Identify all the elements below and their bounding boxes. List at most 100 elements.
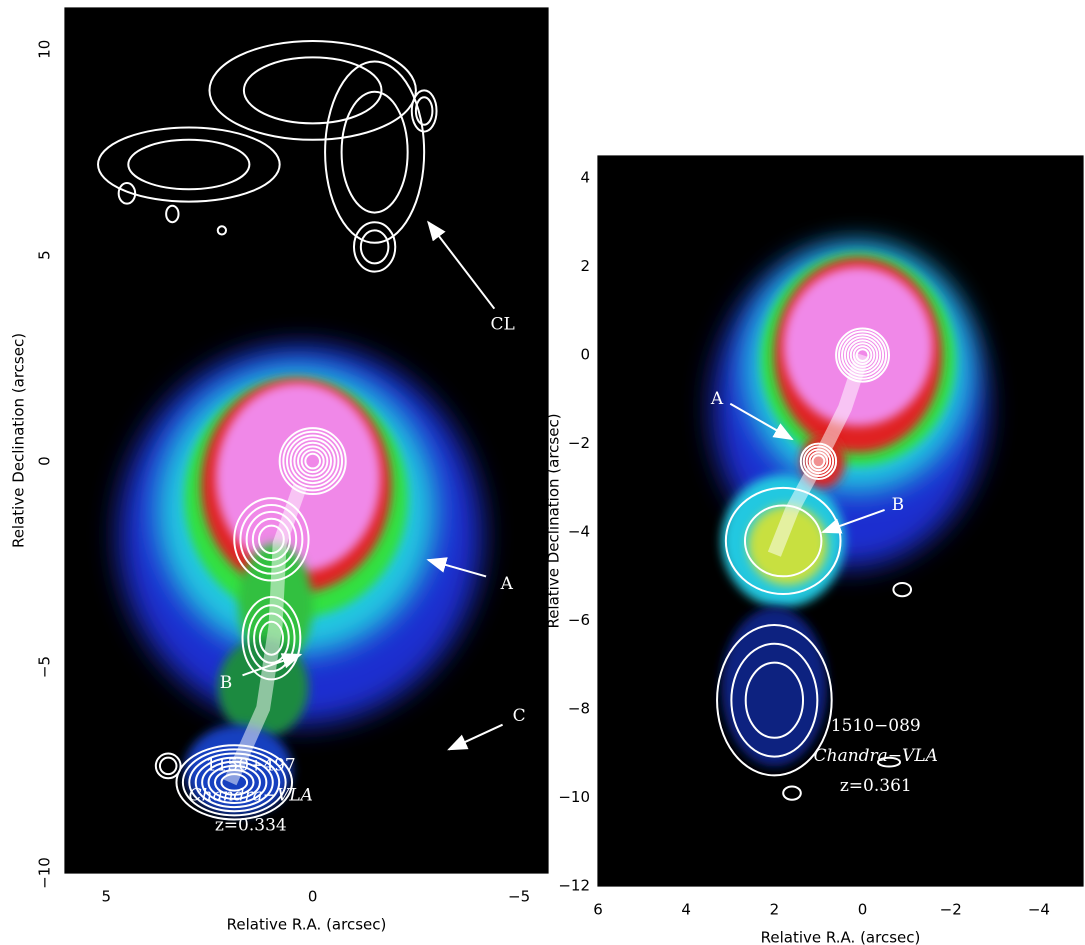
radio-contour (835, 327, 891, 383)
radio-contour (724, 486, 842, 596)
annotation: A (500, 574, 514, 594)
x-tick-label: 0 (308, 888, 318, 906)
radio-contour (258, 620, 284, 656)
radio-contour (208, 39, 417, 141)
radio-contour (194, 756, 274, 809)
y-axis-label: Relative Declination (arcsec) (545, 413, 563, 628)
radio-contour (233, 497, 310, 582)
radio-contour (808, 451, 829, 472)
y-tick-label: −6 (568, 611, 590, 629)
radio-contour (852, 345, 873, 365)
radio-contour (840, 333, 885, 377)
radio-contour (300, 449, 325, 474)
x-tick-label: 6 (593, 901, 603, 919)
x-tick-label: −4 (1028, 901, 1050, 919)
radio-contour (201, 760, 268, 804)
jet-contour (767, 352, 870, 557)
radio-contour (213, 769, 255, 796)
jet-contour (223, 483, 307, 786)
radio-contour (799, 442, 838, 480)
radio-contour (97, 126, 281, 203)
radio-contour (802, 445, 835, 478)
radio-contour (359, 229, 390, 265)
arrow (426, 557, 487, 578)
radio-contour (165, 204, 180, 224)
radio-contour (158, 756, 178, 776)
y-tick-label: 10 (36, 40, 54, 59)
radio-contour (175, 744, 294, 821)
radio-contour (811, 454, 826, 469)
radio-contour (242, 56, 383, 125)
y-tick-label: −5 (36, 656, 54, 678)
plot-frame (597, 155, 1084, 887)
x-tick-label: 2 (770, 901, 780, 919)
image-panel: A B 1510−089 Chandra−VLA z=0.361 (598, 156, 1083, 886)
annotation: C (513, 706, 526, 726)
radio-contour (181, 748, 287, 817)
radio-contour (297, 445, 329, 477)
arrow (242, 653, 303, 677)
radio-contour (278, 427, 347, 496)
y-tick-label: −2 (568, 434, 590, 452)
radio-contour (855, 348, 870, 362)
y-tick-label: −4 (568, 523, 590, 541)
radio-contour (730, 642, 819, 758)
radio-contour (245, 510, 298, 568)
redshift-label: z=0.361 (840, 776, 912, 796)
radio-contour (289, 438, 336, 485)
emission (783, 266, 934, 426)
source-label: 1510−089 (831, 716, 921, 736)
radio-contour (286, 434, 340, 488)
radio-contour (253, 612, 290, 664)
radio-contour (207, 764, 261, 800)
radio-contour (782, 785, 802, 801)
arrow (447, 723, 504, 751)
radio-contour (239, 504, 304, 575)
radio-contour (876, 756, 902, 768)
radio-contour (247, 604, 296, 673)
radio-contour (843, 336, 882, 374)
x-tick-label: −2 (940, 901, 962, 919)
instrument-label: Chandra−VLA (189, 785, 313, 805)
y-tick-label: −10 (36, 857, 54, 889)
radio-contour (127, 138, 251, 191)
radio-contour (744, 661, 805, 739)
radio-contour (414, 96, 434, 126)
annotation: B (220, 673, 233, 693)
jet-emission (721, 607, 828, 767)
radio-contour (154, 752, 182, 780)
radio-contour (410, 89, 438, 133)
image-panel: A B C CL 1150+497 Chandra−VLA z=0.334 (65, 8, 548, 873)
radio-contour (188, 752, 281, 813)
x-tick-label: 0 (858, 901, 868, 919)
emission (747, 505, 828, 586)
source-label: 1150+497 (206, 755, 296, 775)
annotation: CL (490, 315, 514, 335)
radio-contour (251, 517, 291, 561)
arrow (427, 220, 496, 310)
arrow (729, 402, 794, 441)
radio-contour (293, 441, 333, 481)
radio-contour (340, 90, 409, 214)
radio-contour (117, 182, 137, 205)
radio-contour (838, 330, 888, 380)
annotation: A (710, 389, 724, 409)
annotation: B (892, 495, 905, 515)
y-tick-label: 4 (580, 169, 590, 187)
y-tick-label: 0 (36, 456, 54, 466)
x-axis-label: Relative R.A. (arcsec) (761, 929, 921, 945)
redshift-label: z=0.334 (215, 815, 287, 835)
x-tick-label: −5 (508, 888, 530, 906)
radio-contour (743, 504, 823, 578)
radio-contour (216, 225, 228, 236)
radio-contour (324, 60, 426, 244)
y-tick-label: 0 (580, 346, 590, 364)
radio-contour (282, 430, 344, 492)
radio-contour (220, 773, 249, 792)
radio-contour (892, 581, 913, 598)
y-tick-label: −10 (558, 788, 590, 806)
arrow (820, 508, 885, 534)
y-tick-label: −12 (558, 877, 590, 895)
y-tick-label: 2 (580, 257, 590, 275)
